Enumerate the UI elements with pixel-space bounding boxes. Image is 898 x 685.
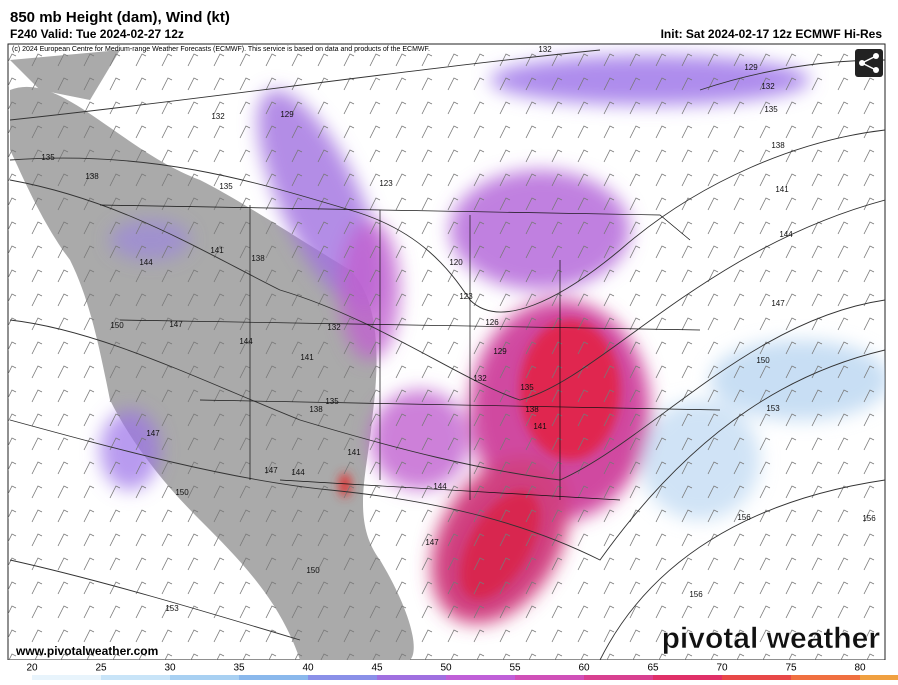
credit: (c) 2024 European Centre for Medium-rang… bbox=[12, 46, 430, 53]
contour-label: 138 bbox=[525, 405, 539, 414]
contour-label: 129 bbox=[493, 347, 507, 356]
contour-label: 135 bbox=[325, 397, 339, 406]
colorbar-tick-label: 35 bbox=[233, 663, 245, 674]
contour-label: 135 bbox=[41, 153, 55, 162]
colorbar-tick-label: 70 bbox=[716, 663, 728, 674]
contour-label: 144 bbox=[239, 337, 253, 346]
contour-label: 156 bbox=[689, 590, 703, 599]
colorbar-tick-label: 20 bbox=[26, 663, 38, 674]
contour-label: 150 bbox=[756, 356, 770, 365]
contour-label: 150 bbox=[110, 321, 124, 330]
valid-time: F240 Valid: Tue 2024-02-27 12z bbox=[10, 27, 184, 41]
contour-label: 150 bbox=[175, 488, 189, 497]
map-title: 850 mb Height (dam), Wind (kt) bbox=[10, 9, 230, 26]
colorbar-tick-label: 40 bbox=[302, 663, 314, 674]
contour-label: 141 bbox=[300, 353, 314, 362]
contour-label: 138 bbox=[85, 172, 99, 181]
contour-label: 132 bbox=[211, 112, 225, 121]
colorbar-segment bbox=[170, 675, 239, 680]
wind-barbs bbox=[8, 44, 885, 660]
colorbar: 20 25 30 35 40 45 50 55 60 65 70 75 80 bbox=[26, 663, 898, 680]
contour-label: 138 bbox=[771, 141, 785, 150]
contour-label: 144 bbox=[779, 230, 793, 239]
map-layers bbox=[8, 44, 885, 660]
logo: pivotal weather bbox=[662, 622, 881, 655]
contour-label: 132 bbox=[538, 45, 552, 54]
contour-label: 144 bbox=[291, 468, 305, 477]
contour-label: 147 bbox=[146, 429, 160, 438]
contour-label: 147 bbox=[169, 320, 183, 329]
contour-label: 132 bbox=[473, 374, 487, 383]
colorbar-segment bbox=[32, 675, 101, 680]
contour-label: 153 bbox=[165, 604, 179, 613]
colorbar-segment bbox=[101, 675, 170, 680]
colorbar-segment bbox=[239, 675, 308, 680]
contour-label: 135 bbox=[219, 182, 233, 191]
colorbar-tick-label: 45 bbox=[371, 663, 383, 674]
contour-label: 144 bbox=[139, 258, 153, 267]
colorbar-tick-label: 25 bbox=[95, 663, 107, 674]
colorbar-segment bbox=[377, 675, 446, 680]
share-button[interactable] bbox=[855, 49, 883, 77]
contour-label: 129 bbox=[744, 63, 758, 72]
contour-label: 156 bbox=[737, 513, 751, 522]
contour-label: 123 bbox=[379, 179, 393, 188]
site-url: www.pivotalweather.com bbox=[15, 644, 158, 658]
colorbar-segment bbox=[860, 675, 898, 680]
contour-label: 132 bbox=[761, 82, 775, 91]
colorbar-tick-label: 80 bbox=[854, 663, 866, 674]
contour-label: 120 bbox=[449, 258, 463, 267]
contour-label: 135 bbox=[764, 105, 778, 114]
contour-label: 144 bbox=[433, 482, 447, 491]
contour-label: 147 bbox=[264, 466, 278, 475]
init-time: Init: Sat 2024-02-17 12z ECMWF Hi-Res bbox=[661, 27, 883, 41]
colorbar-segment bbox=[791, 675, 860, 680]
contour-label: 153 bbox=[766, 404, 780, 413]
colorbar-segment bbox=[308, 675, 377, 680]
borders bbox=[99, 204, 721, 501]
contour-label: 135 bbox=[520, 383, 534, 392]
colorbar-tick-label: 60 bbox=[578, 663, 590, 674]
contour-label: 141 bbox=[533, 422, 547, 431]
contour-label: 147 bbox=[771, 299, 785, 308]
colorbar-segment bbox=[653, 675, 722, 680]
colorbar-tick-label: 50 bbox=[440, 663, 452, 674]
contour-label: 123 bbox=[459, 292, 473, 301]
colorbar-tick-label: 30 bbox=[164, 663, 176, 674]
contour-label: 141 bbox=[347, 448, 361, 457]
contour-label: 141 bbox=[210, 246, 224, 255]
colorbar-segment bbox=[584, 675, 653, 680]
contour-label: 138 bbox=[309, 405, 323, 414]
contour-label: 147 bbox=[425, 538, 439, 547]
colorbar-segment bbox=[515, 675, 584, 680]
colorbar-segment bbox=[722, 675, 791, 680]
contour-label: 156 bbox=[862, 514, 876, 523]
contour-label: 126 bbox=[485, 318, 499, 327]
contour-label: 150 bbox=[306, 566, 320, 575]
colorbar-tick-label: 65 bbox=[647, 663, 659, 674]
colorbar-tick-label: 75 bbox=[785, 663, 797, 674]
contour-label: 132 bbox=[327, 323, 341, 332]
contour-label: 141 bbox=[775, 185, 789, 194]
colorbar-tick-label: 55 bbox=[509, 663, 521, 674]
contour-label: 138 bbox=[251, 254, 265, 263]
contour-label: 129 bbox=[280, 110, 294, 119]
colorbar-segment bbox=[446, 675, 515, 680]
